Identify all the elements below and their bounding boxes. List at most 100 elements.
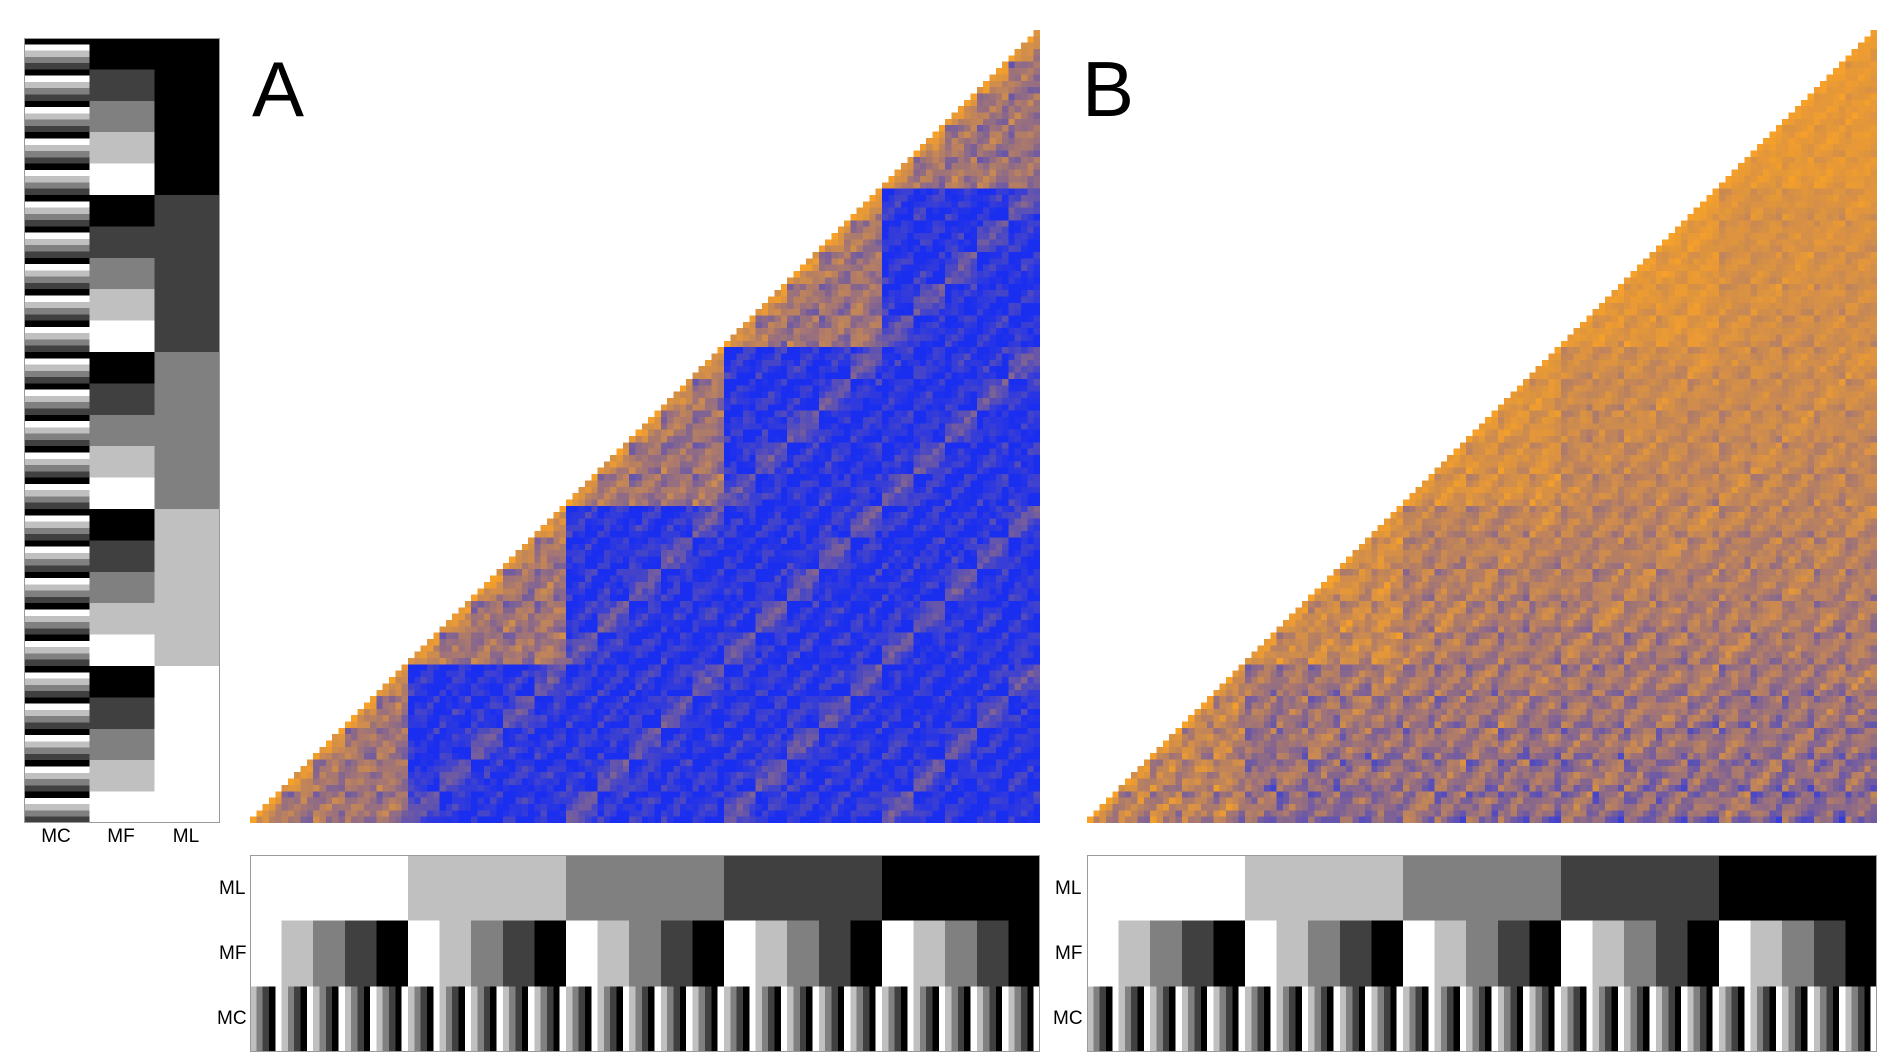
heatmap-cell xyxy=(774,499,782,507)
legend-ml-cell xyxy=(154,395,220,403)
heatmap-cell xyxy=(654,493,662,500)
heatmap-cell xyxy=(831,753,839,760)
heatmap-cell xyxy=(831,493,839,500)
heatmap-cell xyxy=(534,543,542,551)
heatmap-cell xyxy=(837,753,845,760)
heatmap-cell xyxy=(837,410,845,418)
heatmap-cell xyxy=(648,816,655,823)
legend-mc-cell xyxy=(24,540,90,547)
heatmap-cell xyxy=(496,575,504,583)
heatmap-cell xyxy=(717,778,725,786)
heatmap-cell xyxy=(736,797,744,805)
heatmap-cell xyxy=(736,594,744,602)
heatmap-cell xyxy=(389,784,396,792)
heatmap-cell xyxy=(761,619,769,627)
heatmap-cell xyxy=(584,619,592,627)
heatmap-cell xyxy=(667,397,674,405)
heatmap-cell xyxy=(426,645,434,653)
heatmap-cell xyxy=(742,613,750,621)
heatmap-cell xyxy=(490,772,497,779)
heatmap-cell xyxy=(755,455,763,462)
heatmap-cell xyxy=(730,803,738,811)
heatmap-cell xyxy=(483,613,491,621)
heatmap-cell xyxy=(458,759,466,767)
heatmap-cell xyxy=(654,410,662,418)
heatmap-cell xyxy=(667,467,674,475)
heatmap-cell xyxy=(452,746,459,754)
heatmap-cell xyxy=(667,683,674,691)
heatmap-cell xyxy=(755,778,763,786)
heatmap-cell xyxy=(635,746,643,754)
heatmap-cell xyxy=(553,810,561,818)
heatmap-cell xyxy=(692,626,700,634)
heatmap-cell xyxy=(806,531,813,538)
heatmap-cell xyxy=(603,721,611,729)
heatmap-cell xyxy=(464,664,472,672)
heatmap-cell xyxy=(338,784,346,792)
heatmap-cell xyxy=(313,753,320,760)
heatmap-cell xyxy=(578,600,586,608)
heatmap-cell xyxy=(439,727,447,735)
heatmap-cell xyxy=(471,753,478,760)
heatmap-cell xyxy=(825,784,832,792)
heatmap-cell xyxy=(812,543,820,551)
heatmap-cell xyxy=(502,727,510,735)
legend-mc-cell xyxy=(24,226,90,233)
heatmap-cell xyxy=(736,505,744,513)
heatmap-cell xyxy=(837,588,845,596)
heatmap-cell xyxy=(509,651,516,659)
heatmap-cell xyxy=(635,594,643,602)
heatmap-cell xyxy=(698,562,706,570)
heatmap-cell xyxy=(629,499,636,507)
legend-mf-cell xyxy=(89,810,155,818)
heatmap-cell xyxy=(616,658,624,665)
heatmap-cell xyxy=(660,556,668,564)
heatmap-cell xyxy=(705,613,712,621)
heatmap-cell xyxy=(439,784,447,792)
heatmap-cell xyxy=(761,562,769,570)
heatmap-cell xyxy=(698,734,706,741)
heatmap-cell xyxy=(578,772,586,779)
heatmap-cell xyxy=(837,696,845,703)
heatmap-cell xyxy=(686,416,693,424)
heatmap-cell xyxy=(635,550,643,557)
legend-mc-cell xyxy=(24,427,90,434)
heatmap-cell xyxy=(401,740,409,748)
heatmap-cell xyxy=(761,746,769,754)
heatmap-cell xyxy=(622,594,630,602)
heatmap-cell xyxy=(799,600,807,608)
heatmap-cell xyxy=(629,588,636,596)
heatmap-cell xyxy=(812,359,820,367)
heatmap-cell xyxy=(603,803,611,811)
heatmap-cell xyxy=(477,816,485,823)
heatmap-cell xyxy=(603,791,611,799)
heatmap-cell xyxy=(774,442,782,450)
heatmap-cell xyxy=(616,581,624,589)
heatmap-cell xyxy=(603,537,611,545)
heatmap-cell xyxy=(483,645,491,653)
heatmap-cell xyxy=(515,803,523,811)
heatmap-cell xyxy=(730,664,738,672)
heatmap-cell xyxy=(818,651,826,659)
heatmap-cell xyxy=(616,505,624,513)
heatmap-cell xyxy=(591,524,598,532)
heatmap-cell xyxy=(844,372,851,380)
heatmap-cell xyxy=(686,581,693,589)
heatmap-cell xyxy=(351,740,358,748)
legend-mf-cell xyxy=(89,226,155,233)
heatmap-cell xyxy=(376,816,384,823)
heatmap-cell xyxy=(761,378,769,386)
heatmap-cell xyxy=(635,575,643,583)
heatmap-cell xyxy=(818,619,826,627)
heatmap-cell xyxy=(793,556,801,564)
heatmap-cell xyxy=(761,575,769,583)
heatmap-cell xyxy=(496,569,504,576)
heatmap-cell xyxy=(705,442,712,450)
heatmap-cell xyxy=(641,588,649,596)
heatmap-cell xyxy=(780,658,788,665)
heatmap-cell xyxy=(616,791,624,799)
heatmap-cell xyxy=(584,708,592,716)
heatmap-cell xyxy=(363,803,371,811)
heatmap-cell xyxy=(509,569,516,576)
heatmap-cell xyxy=(458,753,466,760)
